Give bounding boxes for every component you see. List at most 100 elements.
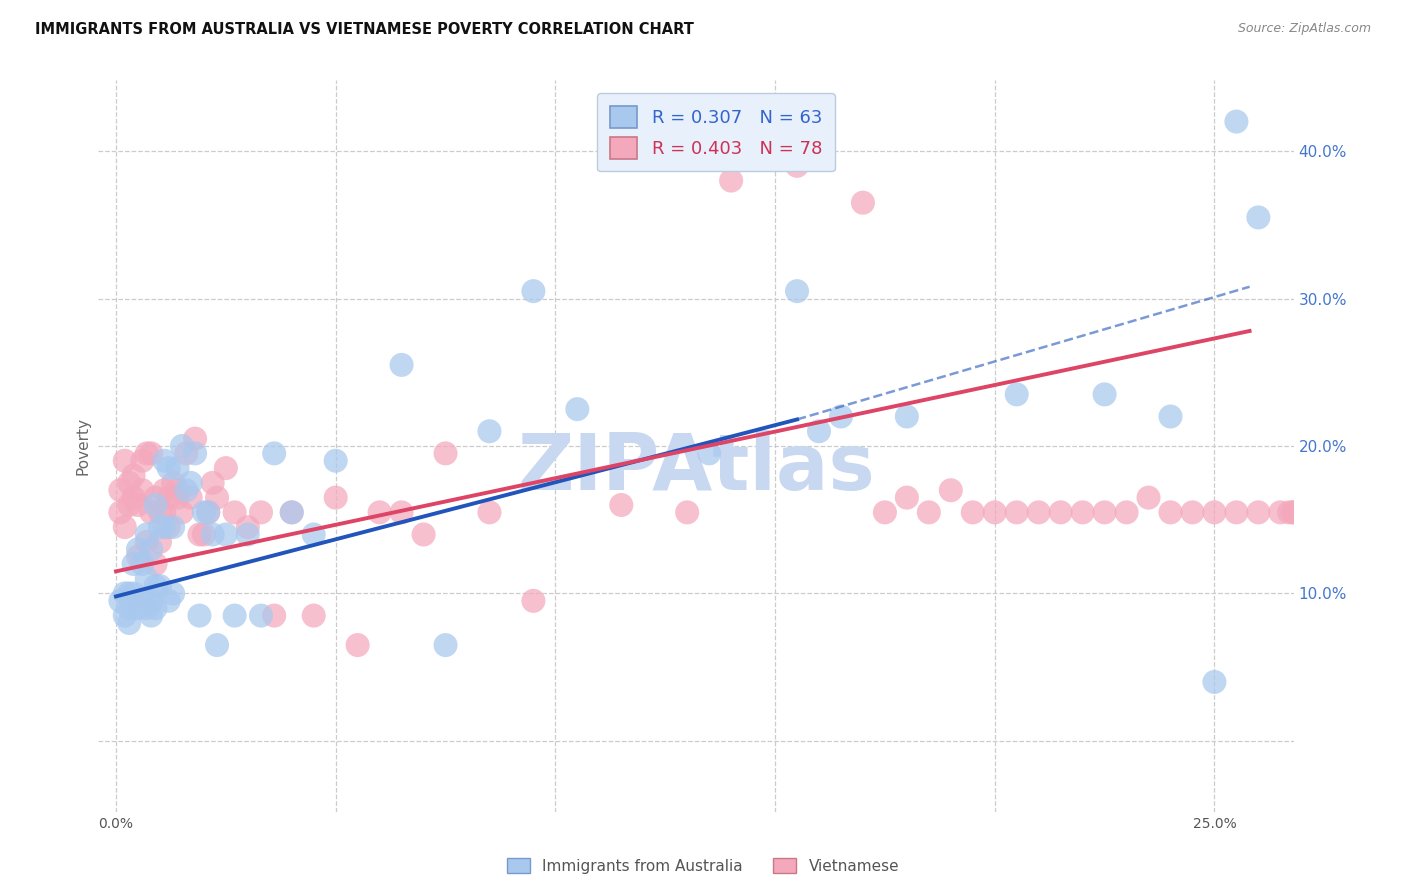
Point <box>1160 505 1182 519</box>
Point <box>166 483 188 498</box>
Point <box>145 491 167 505</box>
Point <box>250 505 273 519</box>
Point <box>193 527 215 541</box>
Point <box>197 505 219 519</box>
Point <box>131 454 153 468</box>
Point <box>918 505 941 519</box>
Legend: R = 0.307   N = 63, R = 0.403   N = 78: R = 0.307 N = 63, R = 0.403 N = 78 <box>598 93 835 171</box>
Point <box>391 505 413 519</box>
Point <box>205 638 228 652</box>
Point <box>302 527 325 541</box>
Point <box>1204 675 1226 690</box>
Text: IMMIGRANTS FROM AUSTRALIA VS VIETNAMESE POVERTY CORRELATION CHART: IMMIGRANTS FROM AUSTRALIA VS VIETNAMESE … <box>35 22 695 37</box>
Point <box>114 520 136 534</box>
Point <box>110 483 132 498</box>
Point <box>180 475 202 490</box>
Point <box>201 527 224 541</box>
Point <box>610 498 633 512</box>
Point <box>145 498 167 512</box>
Point <box>412 527 434 541</box>
Point <box>153 454 176 468</box>
Point <box>1049 505 1071 519</box>
Point <box>1247 211 1270 225</box>
Point <box>720 173 742 187</box>
Point <box>281 505 304 519</box>
Y-axis label: Poverty: Poverty <box>75 417 90 475</box>
Point <box>1094 387 1116 401</box>
Point <box>1181 505 1204 519</box>
Point <box>135 446 157 460</box>
Point <box>368 505 391 519</box>
Point <box>1115 505 1137 519</box>
Text: ZIPAtlas: ZIPAtlas <box>517 430 875 506</box>
Point <box>118 601 141 615</box>
Point <box>118 586 141 600</box>
Point <box>567 402 589 417</box>
Point <box>166 491 188 505</box>
Point <box>122 557 145 571</box>
Point <box>127 601 149 615</box>
Point <box>193 505 215 519</box>
Legend: Immigrants from Australia, Vietnamese: Immigrants from Australia, Vietnamese <box>501 852 905 880</box>
Point <box>118 615 141 630</box>
Point <box>141 505 163 519</box>
Point <box>1204 505 1226 519</box>
Point <box>302 608 325 623</box>
Point <box>127 498 149 512</box>
Point <box>184 432 207 446</box>
Point <box>118 498 141 512</box>
Point <box>281 505 304 519</box>
Point <box>162 586 184 600</box>
Point <box>215 527 238 541</box>
Point <box>184 446 207 460</box>
Text: Source: ZipAtlas.com: Source: ZipAtlas.com <box>1237 22 1371 36</box>
Point <box>122 468 145 483</box>
Point <box>215 461 238 475</box>
Point <box>188 527 211 541</box>
Point <box>1005 387 1028 401</box>
Point <box>1071 505 1094 519</box>
Point <box>127 549 149 564</box>
Point <box>141 542 163 557</box>
Point <box>896 491 918 505</box>
Point <box>1225 114 1247 128</box>
Point <box>522 594 544 608</box>
Point <box>896 409 918 424</box>
Point <box>786 159 808 173</box>
Point <box>1282 505 1305 519</box>
Point <box>149 534 172 549</box>
Point <box>145 579 167 593</box>
Point <box>1094 505 1116 519</box>
Point <box>135 534 157 549</box>
Point <box>157 491 180 505</box>
Point <box>149 520 172 534</box>
Point <box>478 424 501 438</box>
Point <box>1282 505 1305 519</box>
Point <box>170 505 193 519</box>
Point <box>149 505 172 519</box>
Point <box>697 446 720 460</box>
Point <box>676 505 699 519</box>
Point <box>153 505 176 519</box>
Point <box>162 520 184 534</box>
Point <box>236 527 259 541</box>
Point <box>114 608 136 623</box>
Point <box>434 446 457 460</box>
Point <box>830 409 852 424</box>
Point <box>852 195 875 210</box>
Point <box>1137 491 1160 505</box>
Point <box>157 461 180 475</box>
Point <box>180 491 202 505</box>
Point <box>174 483 197 498</box>
Point <box>122 491 145 505</box>
Point <box>1270 505 1292 519</box>
Point <box>141 446 163 460</box>
Point <box>205 491 228 505</box>
Point <box>122 586 145 600</box>
Point <box>166 461 188 475</box>
Point <box>157 594 180 608</box>
Point <box>325 454 347 468</box>
Point <box>153 520 176 534</box>
Point <box>250 608 273 623</box>
Point <box>145 601 167 615</box>
